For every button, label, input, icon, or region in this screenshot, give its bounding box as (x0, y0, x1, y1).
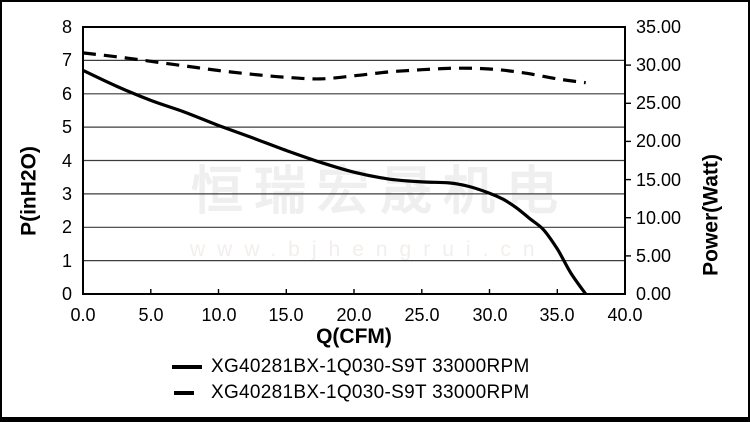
solid-line-sample (172, 365, 202, 369)
legend-item-dashed: XG40281BX-1Q030-S9T 33000RPM (172, 380, 530, 406)
y-axis-left-title: P(inH2O) (17, 146, 41, 236)
watermark-text: 恒瑞宏晟机电 (191, 163, 570, 221)
x-axis-title: Q(CFM) (316, 325, 392, 348)
watermark-url: www.bjhengrui.cn (190, 238, 547, 261)
y-axis-right-title: Power(Watt) (699, 154, 723, 276)
series-solid-curve (82, 68, 588, 295)
legend-item-solid: XG40281BX-1Q030-S9T 33000RPM (172, 354, 530, 380)
legend: XG40281BX-1Q030-S9T 33000RPM XG40281BX-1… (172, 354, 530, 406)
dashed-line-sample (172, 391, 202, 395)
legend-label: XG40281BX-1Q030-S9T 33000RPM (211, 382, 530, 403)
legend-label: XG40281BX-1Q030-S9T 33000RPM (211, 356, 530, 377)
series-dashed-curve (82, 51, 586, 85)
